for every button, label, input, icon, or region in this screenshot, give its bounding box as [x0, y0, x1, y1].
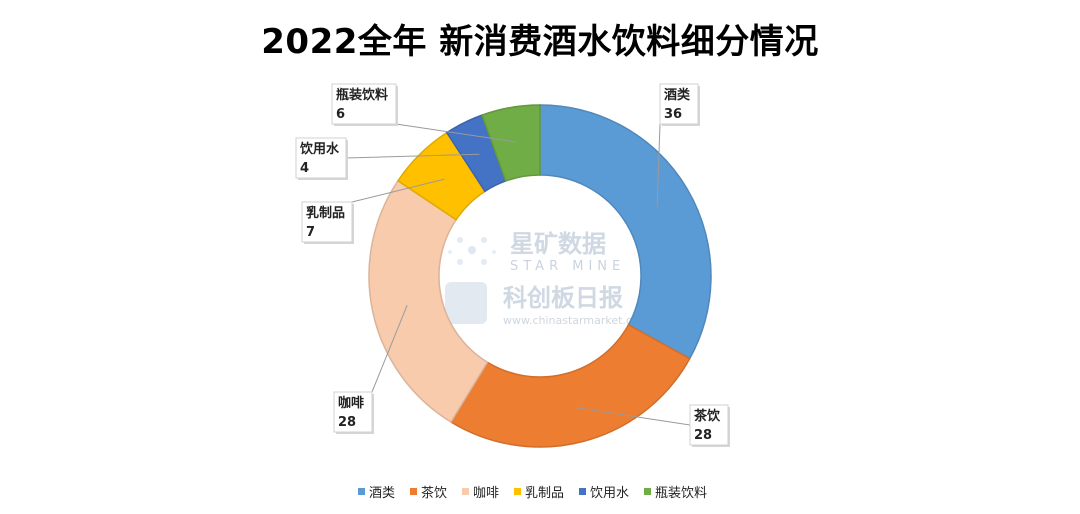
callout-1: 酒类 36 — [659, 83, 700, 126]
legend-swatch-6 — [644, 488, 651, 495]
legend-swatch-3 — [462, 488, 469, 495]
leader-line-6 — [395, 123, 517, 143]
leader-line-5 — [345, 153, 480, 159]
legend-label-4: 乳制品 — [525, 486, 564, 501]
callout-label-4: 乳制品 — [306, 205, 345, 221]
callout-label-1: 酒类 — [664, 87, 691, 103]
legend-swatch-4 — [514, 488, 521, 495]
legend-swatch-2 — [410, 488, 417, 495]
legend-label-2: 茶饮 — [421, 485, 447, 501]
callout-value-2: 28 — [694, 428, 712, 443]
donut-slice-1 — [539, 104, 712, 360]
callout-value-5: 4 — [300, 161, 309, 176]
legend-swatch-5 — [579, 488, 586, 495]
legend-item-5: 饮用水 — [579, 486, 629, 501]
callout-value-4: 7 — [306, 225, 315, 240]
callout-5: 饮用水 4 — [295, 137, 348, 180]
star-mine-logo-icon — [448, 237, 496, 265]
watermark-star-mine-cn: 星矿数据 — [510, 230, 606, 258]
donut-slice-3 — [368, 179, 489, 424]
legend-item-2: 茶饮 — [410, 485, 447, 501]
chart-title: 2022全年 新消费酒水饮料细分情况 — [261, 22, 819, 62]
legend-label-6: 瓶装饮料 — [655, 486, 707, 501]
legend-label-1: 酒类 — [369, 486, 395, 501]
watermark-url: www.chinastarmarket.cn — [503, 314, 639, 327]
callout-label-6: 瓶装饮料 — [336, 87, 388, 103]
callout-label-5: 饮用水 — [299, 141, 340, 157]
legend-item-1: 酒类 — [358, 486, 395, 501]
callout-label-2: 茶饮 — [694, 408, 721, 424]
donut-slice-6 — [481, 104, 541, 182]
watermark: 星矿数据 STAR MINE 科创板日报 www.chinastarmarket… — [445, 230, 639, 327]
donut-slice-2 — [449, 323, 691, 448]
callout-value-6: 6 — [336, 107, 345, 122]
callout-6: 瓶装饮料 6 — [331, 83, 398, 126]
legend-label-5: 饮用水 — [590, 486, 629, 501]
callout-4: 乳制品 7 — [301, 201, 354, 244]
legend-item-3: 咖啡 — [462, 486, 499, 501]
leader-line-2 — [574, 406, 691, 426]
legend-swatch-1 — [358, 488, 365, 495]
legend-item-4: 乳制品 — [514, 486, 564, 501]
watermark-publisher: 科创板日报 — [503, 284, 623, 312]
watermark-star-mine-en: STAR MINE — [510, 259, 625, 274]
legend-item-6: 瓶装饮料 — [644, 486, 707, 501]
callout-label-3: 咖啡 — [338, 395, 364, 411]
leader-line-3 — [371, 304, 408, 393]
callout-value-1: 36 — [664, 107, 682, 122]
leader-line-4 — [351, 178, 445, 203]
leader-line-1 — [656, 123, 661, 207]
callout-3: 咖啡 28 — [333, 391, 374, 434]
callout-2: 茶饮 28 — [689, 404, 730, 447]
publisher-logo-icon — [445, 282, 487, 324]
callout-value-3: 28 — [338, 415, 356, 430]
legend-label-3: 咖啡 — [473, 486, 499, 501]
